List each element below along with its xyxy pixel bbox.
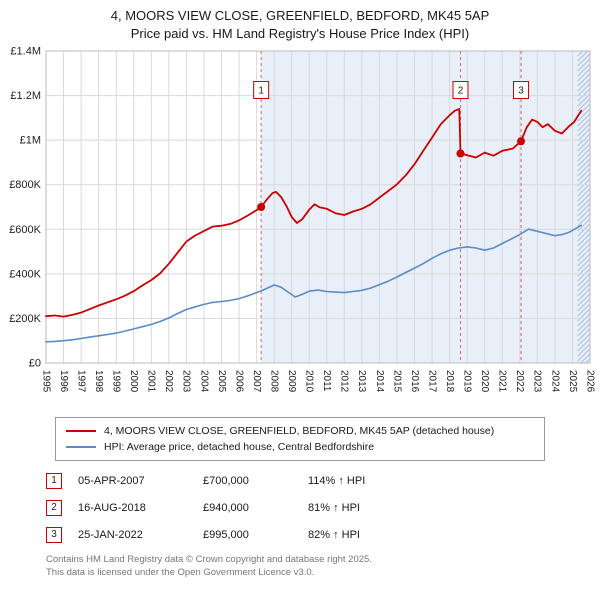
- svg-text:£200K: £200K: [9, 313, 41, 325]
- svg-text:1: 1: [258, 86, 264, 97]
- svg-text:2008: 2008: [268, 370, 279, 393]
- svg-text:2015: 2015: [391, 370, 402, 393]
- svg-text:3: 3: [518, 86, 524, 97]
- svg-text:2003: 2003: [181, 370, 192, 393]
- sale-hpi-change: 81% ↑ HPI: [308, 502, 360, 515]
- svg-text:£1.4M: £1.4M: [10, 46, 41, 58]
- sale-price: £940,000: [203, 502, 249, 515]
- svg-text:2026: 2026: [584, 370, 595, 393]
- sale-date: 16-AUG-2018: [78, 502, 146, 515]
- svg-text:2009: 2009: [286, 370, 297, 393]
- sale-price: £700,000: [203, 475, 249, 488]
- svg-text:2000: 2000: [128, 370, 139, 393]
- svg-text:1996: 1996: [58, 370, 69, 393]
- sale-hpi-change: 114% ↑ HPI: [308, 475, 366, 488]
- svg-text:£400K: £400K: [9, 269, 41, 281]
- svg-text:2004: 2004: [198, 370, 209, 393]
- chart-header: 4, MOORS VIEW CLOSE, GREENFIELD, BEDFORD…: [0, 0, 600, 43]
- svg-text:1999: 1999: [111, 370, 122, 393]
- svg-text:2: 2: [458, 86, 464, 97]
- svg-text:2020: 2020: [479, 370, 490, 393]
- svg-text:2018: 2018: [444, 370, 455, 393]
- svg-text:£800K: £800K: [9, 180, 41, 192]
- sales-table: 1 05-APR-2007 £700,000 114% ↑ HPI 2 16-A…: [46, 473, 600, 544]
- chart-legend: 4, MOORS VIEW CLOSE, GREENFIELD, BEDFORD…: [55, 417, 545, 462]
- legend-item-hpi: HPI: Average price, detached house, Cent…: [64, 439, 536, 455]
- svg-text:£1M: £1M: [20, 135, 41, 147]
- copyright-line-2: This data is licensed under the Open Gov…: [46, 567, 315, 579]
- svg-text:1997: 1997: [75, 370, 86, 393]
- legend-item-property: 4, MOORS VIEW CLOSE, GREENFIELD, BEDFORD…: [64, 423, 536, 439]
- svg-text:2023: 2023: [532, 370, 543, 393]
- svg-text:£600K: £600K: [9, 224, 41, 236]
- svg-text:2025: 2025: [567, 370, 578, 393]
- svg-text:2019: 2019: [462, 370, 473, 393]
- blue-line-sample: [66, 446, 96, 449]
- svg-text:2010: 2010: [304, 370, 315, 393]
- copyright-line-1: Contains HM Land Registry data © Crown c…: [46, 554, 372, 566]
- sale-price: £995,000: [203, 529, 249, 542]
- table-row: 2 16-AUG-2018 £940,000 81% ↑ HPI: [46, 500, 600, 517]
- svg-text:2002: 2002: [163, 370, 174, 393]
- legend-label-hpi: HPI: Average price, detached house, Cent…: [104, 441, 375, 454]
- sale-date: 25-JAN-2022: [78, 529, 143, 542]
- sale-number-badge: 2: [46, 500, 62, 517]
- red-line-sample: [66, 430, 96, 433]
- svg-text:2005: 2005: [216, 370, 227, 393]
- page-title: 4, MOORS VIEW CLOSE, GREENFIELD, BEDFORD…: [110, 8, 490, 23]
- svg-text:2017: 2017: [426, 370, 437, 393]
- sale-number-badge: 1: [46, 473, 62, 490]
- svg-text:1995: 1995: [40, 370, 51, 393]
- svg-text:2012: 2012: [339, 370, 350, 393]
- svg-text:2006: 2006: [233, 370, 244, 393]
- sale-date: 05-APR-2007: [78, 475, 145, 488]
- svg-text:2001: 2001: [146, 370, 157, 393]
- svg-text:2024: 2024: [549, 370, 560, 393]
- sale-number-badge: 3: [46, 527, 62, 544]
- svg-text:£1.2M: £1.2M: [10, 90, 41, 102]
- svg-text:2014: 2014: [374, 370, 385, 393]
- svg-text:2016: 2016: [409, 370, 420, 393]
- sale-hpi-change: 82% ↑ HPI: [308, 529, 360, 542]
- svg-text:£0: £0: [29, 358, 41, 370]
- svg-text:2011: 2011: [321, 370, 332, 392]
- svg-text:1998: 1998: [93, 370, 104, 393]
- svg-text:2022: 2022: [514, 370, 525, 393]
- copyright-footer: Contains HM Land Registry data © Crown c…: [46, 554, 600, 580]
- table-row: 3 25-JAN-2022 £995,000 82% ↑ HPI: [46, 527, 600, 544]
- table-row: 1 05-APR-2007 £700,000 114% ↑ HPI: [46, 473, 600, 490]
- svg-text:2013: 2013: [356, 370, 367, 393]
- page-subtitle: Price paid vs. HM Land Registry's House …: [130, 26, 470, 42]
- legend-label-property: 4, MOORS VIEW CLOSE, GREENFIELD, BEDFORD…: [104, 425, 495, 438]
- svg-text:2021: 2021: [497, 370, 508, 393]
- price-chart: 1 2 3 £0 £200K £400K £600K £800K £1M £1.2M £1.4M 19…: [9, 46, 595, 393]
- svg-text:2007: 2007: [251, 370, 262, 393]
